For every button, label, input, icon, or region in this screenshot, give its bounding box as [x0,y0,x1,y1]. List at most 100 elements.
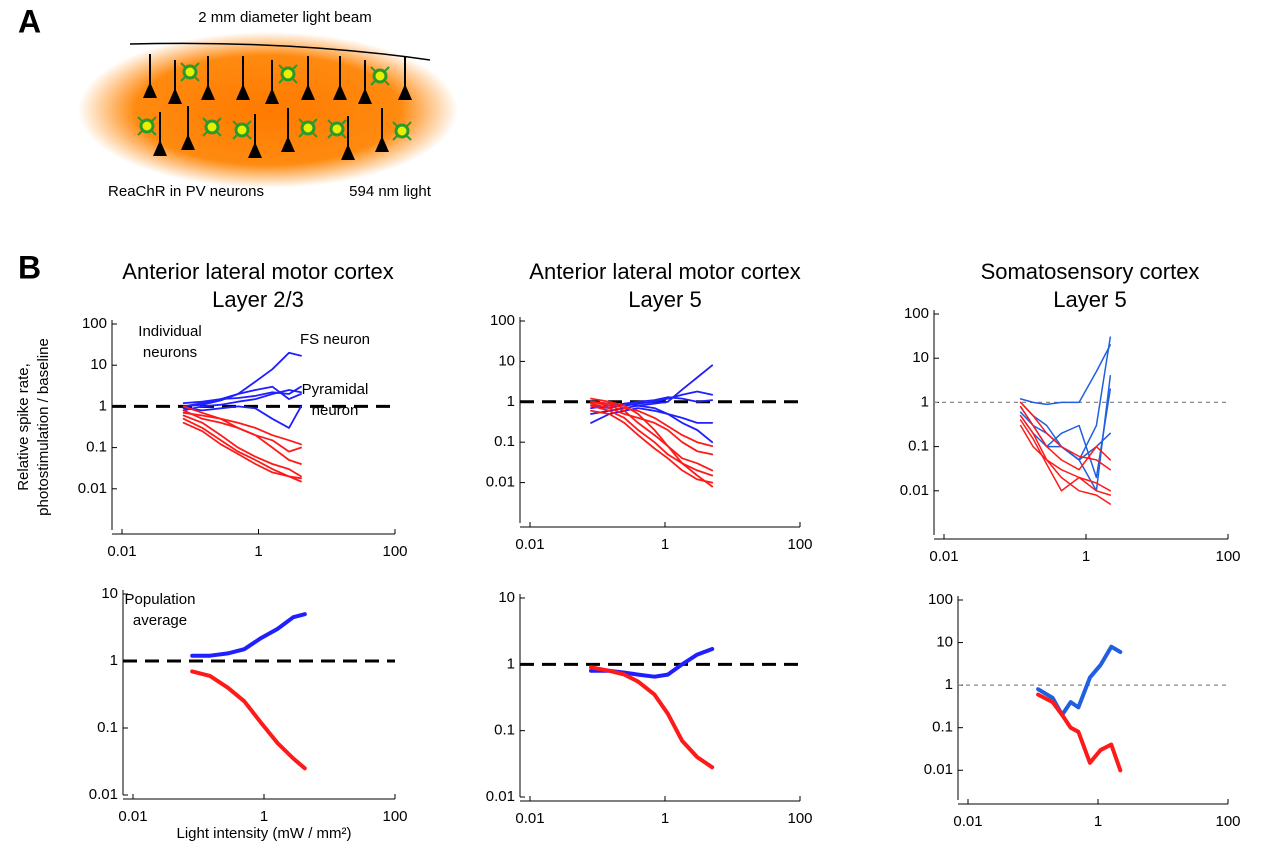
data-line [1019,414,1112,492]
y-tick-label: 10 [101,585,118,602]
y-tick-label: 1 [921,393,929,410]
x-tick-label: 100 [382,543,407,560]
data-line [182,414,302,478]
x-tick-label: 1 [661,536,669,553]
y-tick-label: 0.1 [494,722,515,739]
pv-neuron [372,68,388,84]
beam-edge [129,42,431,61]
pv-neuron [329,121,345,137]
data-line [1019,405,1112,471]
panel-a: A 2 mm diameter light beam ReaChR in PV … [18,3,458,200]
x-tick-label: 0.01 [515,810,544,827]
pyramidal-neuron [375,136,389,152]
y-tick-label: 0.1 [908,438,929,455]
data-line [590,400,714,472]
pv-neuron [300,120,316,136]
data-line [1036,644,1123,717]
x-tick-label: 0.01 [107,543,136,560]
annotation: neurons [143,344,197,361]
data-line [1019,401,1112,471]
panel-label: A [18,3,41,39]
pyramidal-neuron [358,88,372,104]
data-line [590,409,714,484]
data-line [182,385,302,408]
pyramidal-neuron [301,84,315,100]
cell-label: ReaChR in PV neurons [108,183,264,200]
data-line [182,351,302,408]
data-line [1019,344,1112,406]
data-line [182,389,302,412]
pv-neuron [234,122,250,138]
y-tick-label: 10 [498,352,515,369]
data-line [590,404,714,477]
data-line [590,397,714,488]
y-tick-label: 1 [507,655,515,672]
pv-neuron [139,118,155,134]
annotation: FS neuron [300,331,370,348]
y-tick-label: 1 [945,676,953,693]
x-tick-label: 1 [260,808,268,825]
y-tick-label: 1 [99,397,107,414]
y-tick-label: 0.1 [932,719,953,736]
y-tick-label: 0.01 [486,788,515,805]
y-tick-label: 0.01 [486,474,515,491]
y-tick-label: 0.1 [494,433,515,450]
chart-subtitle: Layer 5 [628,287,701,312]
light-beam-glow [78,32,458,188]
x-tick-label: 100 [382,808,407,825]
panel-label: B [18,249,41,285]
y-tick-label: 0.01 [78,480,107,497]
x-tick-label: 100 [1215,813,1240,830]
pyramidal-neuron [168,88,182,104]
x-tick-label: 0.01 [929,548,958,565]
pv-neuron [394,123,410,139]
data-line [1019,419,1112,496]
beam-label: 2 mm diameter light beam [198,9,371,26]
x-tick-label: 1 [254,543,262,560]
x-tick-label: 100 [787,536,812,553]
pyramidal-neuron [341,144,355,160]
light-label: 594 nm light [349,183,432,200]
y-tick-label: 0.01 [924,761,953,778]
pv-neuron [182,64,198,80]
y-tick-label: 10 [912,349,929,366]
y-tick-label: 10 [936,634,953,651]
x-tick-label: 100 [1215,548,1240,565]
x-tick-label: 0.01 [953,813,982,830]
y-tick-label: 0.01 [89,786,118,803]
y-tick-label: 0.1 [97,719,118,736]
annotation: average [133,612,187,629]
pv-neuron [204,119,220,135]
chart-title: Anterior lateral motor cortex [529,259,800,284]
data-line [590,402,714,456]
y-axis-label: photostimulation / baseline [35,338,52,516]
data-line [182,421,302,480]
data-line [182,411,302,446]
x-tick-label: 0.01 [515,536,544,553]
y-tick-label: 100 [82,315,107,332]
data-line [1019,424,1112,505]
pyramidal-neuron [153,140,167,156]
data-line [182,385,302,404]
pyramidal-neuron [248,142,262,158]
data-line [1036,692,1123,773]
x-tick-label: 1 [1082,548,1090,565]
pyramidal-neuron [333,84,347,100]
annotation: neuron [312,402,359,419]
pyramidal-neuron [281,136,295,152]
chart-title: Somatosensory cortex [981,259,1200,284]
data-line [590,364,714,415]
chart-subtitle: Layer 2/3 [212,287,304,312]
pyramidal-neuron [265,88,279,104]
y-tick-label: 1 [507,393,515,410]
y-tick-label: 10 [90,356,107,373]
pyramidal-neuron [143,82,157,98]
x-tick-label: 1 [661,810,669,827]
data-line [589,665,715,770]
pyramidal-neuron [398,84,412,100]
x-axis-label: Light intensity (mW / mm²) [176,825,351,842]
data-line [182,405,302,453]
y-tick-label: 100 [490,312,515,329]
y-tick-label: 100 [928,591,953,608]
